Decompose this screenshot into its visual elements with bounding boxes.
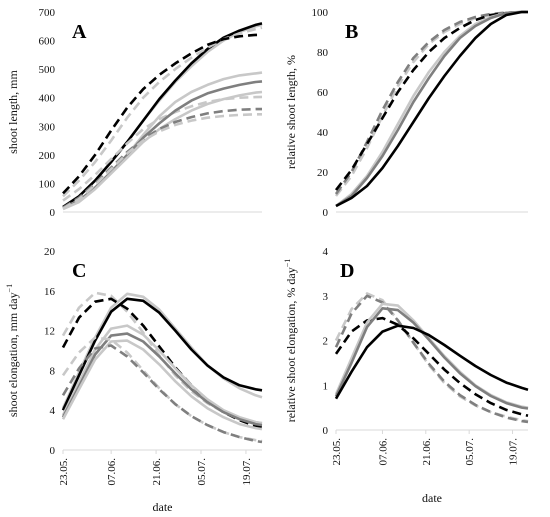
series-line-8 — [62, 90, 263, 211]
x-tick-label: 21.06. — [151, 458, 163, 486]
y-tick-label: 0 — [50, 445, 56, 457]
y-tick-label: 12 — [44, 326, 55, 338]
y-tick-label: 60 — [317, 87, 329, 99]
x-tick-label: 07.06. — [377, 438, 389, 466]
series-line-5 — [61, 324, 263, 425]
x-axis-label: date — [422, 491, 442, 505]
x-tick-label: 07.06. — [106, 458, 118, 486]
x-tick-label: 19.07. — [508, 438, 520, 466]
series-line-1 — [334, 10, 528, 197]
y-tick-label: 4 — [50, 405, 56, 417]
y-tick-label: 20 — [317, 167, 329, 179]
y-tick-label: 0 — [323, 207, 329, 219]
series-line-5 — [335, 10, 528, 208]
y-tick-label: 0 — [50, 207, 56, 219]
series-line-1 — [61, 292, 263, 409]
x-tick-label: 23.05. — [58, 458, 70, 486]
y-tick-label: 20 — [44, 246, 56, 258]
y-tick-label: 500 — [39, 64, 56, 76]
panel-letter: A — [72, 21, 87, 43]
series-line-2 — [61, 297, 263, 411]
y-tick-label: 80 — [317, 47, 329, 59]
y-tick-label: 4 — [323, 246, 329, 258]
y-axis-label: relative shoot length, % — [284, 55, 298, 169]
y-axis-label: relative shoot elongation, % day−1 — [283, 259, 298, 422]
series-line-1 — [334, 292, 529, 423]
series-line-3 — [62, 26, 263, 198]
y-tick-label: 3 — [323, 291, 329, 303]
x-axis-label: date — [153, 500, 173, 514]
x-tick-label: 21.06. — [421, 438, 433, 466]
panel-letter: D — [340, 260, 354, 282]
y-tick-label: 100 — [312, 7, 329, 19]
y-tick-label: 100 — [39, 178, 56, 190]
series-line-2 — [62, 22, 263, 208]
y-tick-label: 700 — [39, 7, 56, 19]
x-tick-label: 05.07. — [196, 458, 208, 486]
y-tick-label: 600 — [39, 36, 56, 48]
y-tick-label: 2 — [323, 336, 329, 348]
series-line-5 — [334, 306, 529, 410]
series-line-6 — [334, 324, 529, 400]
y-tick-label: 40 — [317, 127, 329, 139]
series-line-10 — [62, 113, 262, 210]
series-line-5 — [62, 95, 263, 202]
series-line-2 — [334, 294, 529, 424]
panel-d: 0 1 2 3 4 23.05. 07.06. 21.06. 05.07. 19.07. Drela… — [283, 246, 529, 505]
y-tick-label: 200 — [39, 150, 56, 162]
panel-c: 0 4 8 12 16 20 23.05. 07.06. 21.06. 05.07. 19.07. C… — [5, 246, 263, 514]
panel-letter: B — [345, 21, 358, 43]
x-tick-label: 19.07. — [241, 458, 253, 486]
series-line-9 — [61, 344, 263, 444]
y-tick-label: 8 — [50, 365, 56, 377]
y-tick-label: 0 — [323, 425, 329, 437]
series-line-7 — [61, 339, 263, 431]
panel-letter: C — [72, 260, 86, 282]
series-line-6 — [335, 10, 528, 208]
series-line-4 — [334, 302, 529, 409]
y-tick-label: 16 — [44, 286, 56, 298]
y-tick-label: 300 — [39, 121, 56, 133]
series-line-4 — [62, 33, 262, 195]
y-axis-label: shoot length, mm — [6, 70, 20, 154]
series-line-6 — [61, 332, 263, 427]
series-line-4 — [61, 297, 263, 429]
y-axis-label: shoot elongation, mm day−1 — [5, 284, 20, 417]
x-tick-label: 05.07. — [464, 438, 476, 466]
x-tick-label: 23.05. — [331, 438, 343, 466]
series-line-2 — [334, 10, 528, 195]
y-tick-label: 400 — [39, 93, 56, 105]
y-tick-label: 1 — [323, 380, 329, 392]
